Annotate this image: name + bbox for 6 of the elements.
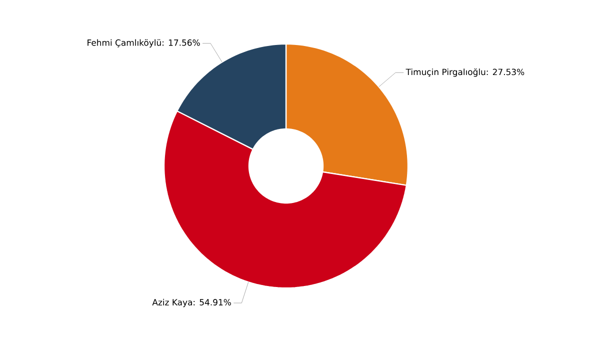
data-label: : 17.56% xyxy=(162,39,200,46)
data-label: : 27.53% xyxy=(486,68,524,76)
slice-label: Timuçin Pirgalıoğlu xyxy=(406,68,486,77)
slice-label: Fehmi Çamlıköylü xyxy=(88,39,161,48)
data-label: : 54.91% xyxy=(194,299,231,306)
slice-label: Aziz Kaya xyxy=(152,298,192,308)
